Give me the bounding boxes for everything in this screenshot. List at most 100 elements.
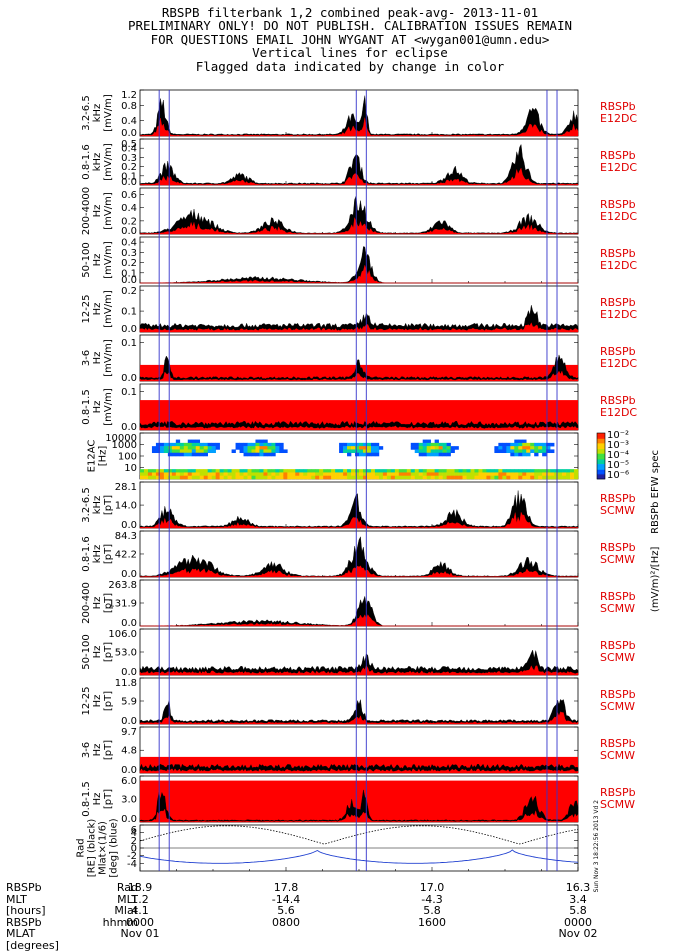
heatmap-cell (426, 442, 431, 447)
y-tick-label: 100 (118, 452, 137, 463)
heatmap-cell (247, 449, 252, 454)
heatmap-cell (542, 475, 547, 480)
heatmap-cell (359, 446, 364, 450)
heatmap-cell (251, 452, 256, 457)
heatmap-cell (143, 469, 149, 473)
colorbar-segment (597, 465, 605, 467)
heatmap-cell (434, 469, 439, 473)
heatmap-cell (514, 475, 519, 480)
colorbar-segment (597, 461, 605, 464)
heatmap-cell (347, 469, 352, 473)
colorbar-segment (597, 450, 605, 452)
heatmap-cell (167, 469, 173, 473)
heatmap-cell (382, 469, 388, 473)
source-label: SCMW (600, 553, 635, 566)
footer-label: MLAT (6, 927, 36, 940)
heatmap-cell (514, 472, 519, 477)
heatmap-cell (215, 469, 220, 473)
heatmap-cell (450, 449, 455, 454)
heatmap-cell (271, 469, 276, 473)
colorbar-segment (597, 462, 605, 465)
heatmap-cell (335, 469, 340, 473)
heatmap-cell (482, 469, 487, 473)
heatmap-cell (522, 472, 527, 477)
y-tick-label: 1.2 (121, 90, 137, 101)
heatmap-cell (522, 475, 527, 480)
y-axis-label: 50-100 (81, 634, 92, 669)
heatmap-cell (378, 469, 384, 473)
heatmap-cell (418, 469, 424, 473)
colorbar-tick-label: 10⁻² (607, 430, 629, 441)
heatmap-cell (179, 469, 185, 473)
heatmap-cell (562, 475, 567, 480)
heatmap-cell (438, 472, 443, 477)
heatmap-cell (187, 442, 193, 447)
heatmap-cell (426, 452, 431, 457)
heatmap-cell (231, 469, 236, 473)
heatmap-cell (179, 452, 185, 457)
heatmap-cell (259, 469, 264, 473)
heatmap-cell (175, 475, 181, 480)
colorbar-segment (597, 457, 605, 459)
heatmap-cell (223, 469, 228, 473)
y-tick-label: 0.2 (121, 216, 137, 227)
heatmap-cell (179, 472, 185, 477)
heatmap-cell (562, 472, 567, 477)
avg-trace (139, 711, 579, 725)
heatmap-cell (271, 475, 276, 480)
heatmap-cell (267, 452, 272, 457)
heatmap-cell (542, 469, 547, 473)
y-tick-label: 10 (124, 463, 137, 474)
heatmap-cell (355, 442, 360, 447)
source-label: RBSPb (600, 100, 636, 113)
heatmap-cell (422, 449, 427, 454)
heatmap-cell (183, 446, 189, 450)
heatmap-cell (522, 442, 527, 447)
heatmap-cell (502, 449, 507, 454)
footer-ephemeris: RBSPb MLT [hours] RBSPb MLAT [degrees] R… (0, 882, 700, 951)
heatmap-cell (203, 442, 208, 447)
heatmap-cell (347, 442, 352, 447)
heatmap-cell (442, 442, 447, 447)
heatmap-cell (339, 475, 344, 480)
y-tick-label: 0.3 (121, 153, 137, 164)
heatmap-cell (275, 469, 280, 473)
y-axis-label: [RE] (black) (87, 819, 98, 878)
avg-trace (139, 664, 579, 676)
heatmap-cell (514, 449, 519, 454)
heatmap-cell (207, 469, 212, 473)
heatmap-cell (542, 452, 547, 457)
source-label: SCMW (600, 651, 635, 664)
y-axis-label: Hz (92, 695, 103, 708)
heatmap-cell (402, 472, 408, 477)
heatmap-cell (550, 475, 555, 480)
heatmap-cell (378, 472, 384, 477)
heatmap-cell (534, 469, 539, 473)
source-label: RBSPb (600, 590, 636, 603)
y-tick-label: 0.4 (121, 116, 137, 127)
heatmap-cell (462, 469, 467, 473)
heatmap-cell (247, 469, 252, 473)
source-label: RBSPb (600, 737, 636, 750)
y-tick-label: 0.4 (121, 144, 137, 155)
heatmap-cell (159, 469, 165, 473)
heatmap-cell (163, 469, 169, 473)
colorbar-segment (597, 476, 605, 479)
y-axis-label: [pT] (103, 691, 114, 711)
colorbar-segment (597, 460, 605, 463)
colorbar-segment (597, 434, 605, 436)
peak-trace (139, 95, 579, 137)
footer-row-label: Mlat (114, 904, 138, 917)
heatmap-cell (175, 452, 181, 457)
heatmap-cell (422, 472, 427, 477)
heatmap-cell (506, 475, 511, 480)
heatmap-cell (271, 452, 276, 457)
heatmap-cell (275, 446, 280, 450)
radius-line (139, 825, 579, 845)
y-tick-label: 0.0 (121, 422, 137, 433)
y-tick-label: 0.6 (121, 190, 137, 201)
heatmap-cell (458, 469, 463, 473)
heatmap-cell (219, 472, 224, 477)
heatmap-cell (414, 472, 420, 477)
